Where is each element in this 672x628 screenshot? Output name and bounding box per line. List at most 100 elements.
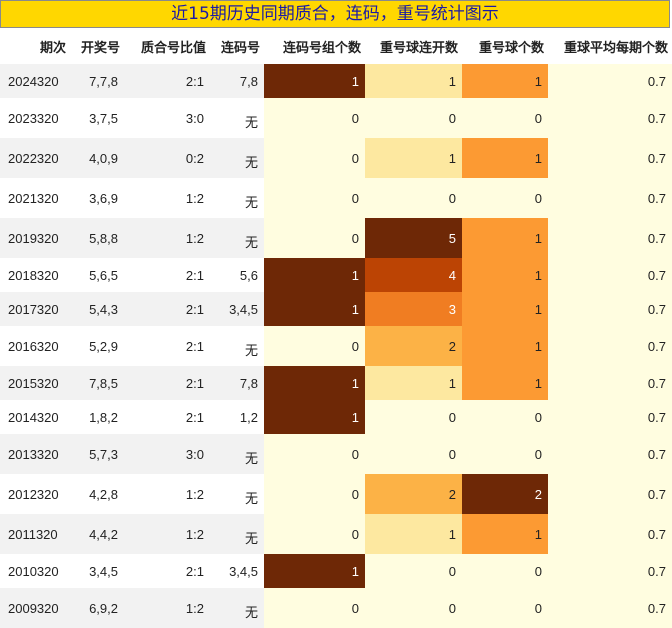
cell-repeat-streak: 2 [365,474,462,514]
cell-numbers: 4,0,9 [70,138,124,178]
cell-repeat-streak: 1 [365,514,462,554]
cell-repeat-streak: 0 [365,400,462,434]
table-row: 2017320 5,4,3 2:1 3,4,5 1 3 1 0.7 [0,292,672,326]
cell-consec-groups: 1 [264,366,365,400]
cell-consec: 1,2 [210,400,264,434]
cell-repeat-streak: 0 [365,554,462,588]
cell-consec-groups: 0 [264,434,365,474]
cell-repeat-streak: 1 [365,64,462,98]
cell-consec: 无 [210,474,264,514]
cell-consec-groups: 0 [264,98,365,138]
cell-period: 2016320 [0,326,70,366]
table-row: 2024320 7,7,8 2:1 7,8 1 1 1 0.7 [0,64,672,98]
cell-period: 2024320 [0,64,70,98]
cell-repeat-count: 1 [462,138,548,178]
table-row: 2014320 1,8,2 2:1 1,2 1 0 0 0.7 [0,400,672,434]
table-row: 2013320 5,7,3 3:0 无 0 0 0 0.7 [0,434,672,474]
cell-repeat-count: 1 [462,326,548,366]
cell-consec: 无 [210,434,264,474]
table-row: 2022320 4,0,9 0:2 无 0 1 1 0.7 [0,138,672,178]
cell-repeat-count: 1 [462,514,548,554]
cell-consec-groups: 1 [264,64,365,98]
table-row: 2016320 5,2,9 2:1 无 0 2 1 0.7 [0,326,672,366]
cell-numbers: 3,6,9 [70,178,124,218]
cell-avg: 0.7 [548,218,672,258]
cell-repeat-streak: 1 [365,366,462,400]
table-row: 2010320 3,4,5 2:1 3,4,5 1 0 0 0.7 [0,554,672,588]
cell-period: 2014320 [0,400,70,434]
table-row: 2011320 4,4,2 1:2 无 0 1 1 0.7 [0,514,672,554]
cell-period: 2019320 [0,218,70,258]
cell-consec: 无 [210,178,264,218]
cell-consec-groups: 0 [264,514,365,554]
cell-avg: 0.7 [548,400,672,434]
header-ratio: 质合号比值 [124,28,210,64]
cell-repeat-count: 0 [462,178,548,218]
cell-ratio: 3:0 [124,434,210,474]
table-row: 2018320 5,6,5 2:1 5,6 1 4 1 0.7 [0,258,672,292]
cell-numbers: 3,4,5 [70,554,124,588]
cell-avg: 0.7 [548,138,672,178]
cell-repeat-count: 0 [462,554,548,588]
cell-repeat-streak: 0 [365,434,462,474]
chart-title: 近15期历史同期质合，连码，重号统计图示 [0,0,670,28]
cell-avg: 0.7 [548,588,672,628]
cell-ratio: 3:0 [124,98,210,138]
cell-numbers: 5,4,3 [70,292,124,326]
cell-numbers: 4,4,2 [70,514,124,554]
cell-consec-groups: 1 [264,292,365,326]
cell-consec: 3,4,5 [210,292,264,326]
cell-consec: 5,6 [210,258,264,292]
cell-avg: 0.7 [548,98,672,138]
cell-repeat-streak: 0 [365,98,462,138]
cell-consec-groups: 1 [264,400,365,434]
cell-repeat-count: 0 [462,588,548,628]
cell-consec-groups: 0 [264,178,365,218]
cell-consec: 3,4,5 [210,554,264,588]
table-row: 2012320 4,2,8 1:2 无 0 2 2 0.7 [0,474,672,514]
cell-consec-groups: 0 [264,588,365,628]
header-repeat-streak: 重号球连开数 [365,28,462,64]
cell-consec-groups: 0 [264,138,365,178]
cell-repeat-streak: 0 [365,178,462,218]
cell-consec: 7,8 [210,64,264,98]
cell-period: 2021320 [0,178,70,218]
cell-numbers: 7,8,5 [70,366,124,400]
cell-avg: 0.7 [548,514,672,554]
cell-avg: 0.7 [548,64,672,98]
cell-consec: 无 [210,588,264,628]
cell-repeat-count: 1 [462,292,548,326]
cell-numbers: 1,8,2 [70,400,124,434]
cell-avg: 0.7 [548,554,672,588]
cell-ratio: 2:1 [124,366,210,400]
cell-period: 2018320 [0,258,70,292]
cell-ratio: 2:1 [124,64,210,98]
header-consec-groups: 连码号组个数 [264,28,365,64]
header-consec: 连码号 [210,28,264,64]
cell-period: 2023320 [0,98,70,138]
cell-ratio: 1:2 [124,588,210,628]
cell-consec: 无 [210,98,264,138]
cell-ratio: 1:2 [124,514,210,554]
cell-avg: 0.7 [548,366,672,400]
cell-avg: 0.7 [548,474,672,514]
cell-consec-groups: 0 [264,474,365,514]
cell-numbers: 5,7,3 [70,434,124,474]
cell-ratio: 1:2 [124,178,210,218]
cell-repeat-count: 1 [462,218,548,258]
cell-ratio: 0:2 [124,138,210,178]
cell-period: 2015320 [0,366,70,400]
header-numbers: 开奖号 [70,28,124,64]
cell-repeat-count: 1 [462,366,548,400]
cell-period: 2022320 [0,138,70,178]
cell-ratio: 2:1 [124,326,210,366]
cell-consec: 无 [210,218,264,258]
table-body: 2024320 7,7,8 2:1 7,8 1 1 1 0.7 2023320 3,7,5 3:0 无… [0,64,672,628]
cell-consec: 无 [210,514,264,554]
table-row: 2009320 6,9,2 1:2 无 0 0 0 0.7 [0,588,672,628]
header-avg: 重球平均每期个数 [548,28,672,64]
cell-consec-groups: 1 [264,258,365,292]
cell-numbers: 5,8,8 [70,218,124,258]
cell-ratio: 1:2 [124,474,210,514]
cell-numbers: 4,2,8 [70,474,124,514]
